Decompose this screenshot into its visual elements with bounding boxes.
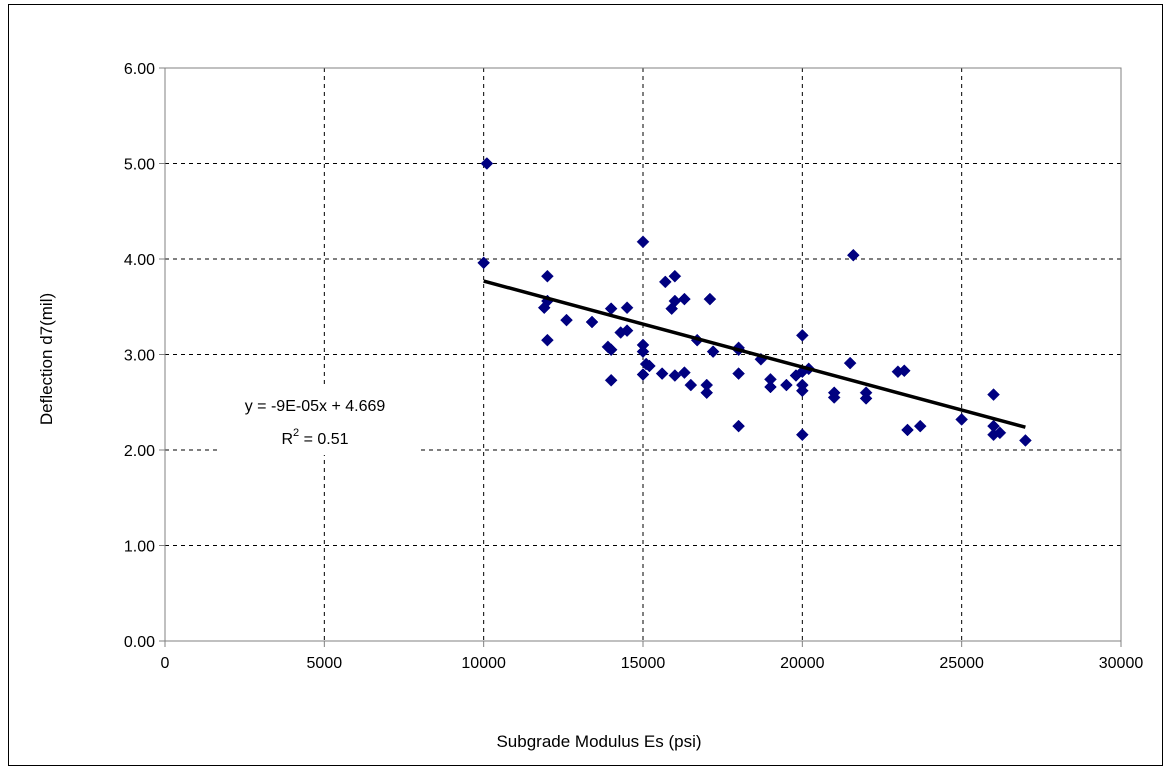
data-point	[780, 378, 793, 392]
data-point	[541, 333, 554, 347]
data-point	[993, 426, 1007, 440]
data-point	[795, 428, 809, 442]
y-tick-label: 1.00	[124, 539, 155, 556]
data-point	[846, 248, 860, 262]
data-point	[703, 292, 717, 306]
r-squared-superscript: 2	[293, 427, 299, 439]
data-point	[604, 373, 618, 387]
y-axis-label: Deflection d7(mil)	[37, 293, 56, 425]
data-point	[636, 345, 650, 358]
data-point	[620, 324, 634, 337]
data-point	[732, 367, 745, 380]
data-point	[477, 256, 491, 270]
x-tick-label: 5000	[307, 655, 343, 672]
data-point	[480, 157, 494, 170]
x-tick-label: 10000	[461, 655, 506, 672]
y-tick-label: 5.00	[124, 157, 155, 174]
data-point	[668, 369, 682, 382]
x-axis-label: Subgrade Modulus Es (psi)	[496, 732, 701, 751]
data-point	[560, 313, 573, 327]
x-tick-label: 25000	[939, 655, 984, 672]
x-tick-labels: 0 5000 10000 15000 20000 25000 30000	[161, 655, 1144, 672]
data-point	[897, 364, 911, 378]
data-point	[706, 345, 720, 358]
data-point	[585, 315, 599, 329]
data-point	[795, 329, 809, 342]
data-point	[620, 301, 634, 315]
y-tick-label: 0.00	[124, 634, 155, 651]
data-point	[658, 275, 672, 289]
data-point	[901, 423, 914, 437]
data-point	[678, 366, 691, 379]
data-point	[955, 413, 969, 426]
data-point	[859, 392, 873, 405]
data-point	[643, 359, 656, 373]
data-point	[678, 292, 691, 306]
r-squared-letter: R	[281, 431, 293, 448]
y-tick-label: 4.00	[124, 252, 155, 269]
data-point	[795, 384, 809, 398]
data-point	[636, 235, 650, 249]
data-point	[604, 343, 618, 357]
data-point	[541, 269, 554, 283]
data-point	[655, 367, 669, 380]
gridlines	[159, 67, 1122, 647]
trendline-r-squared: R2 = 0.51	[281, 427, 348, 448]
trendline-label: y = -9E-05x + 4.669 R2 = 0.51	[219, 385, 419, 455]
data-markers	[477, 157, 1032, 447]
data-point	[636, 368, 650, 381]
data-point	[843, 356, 857, 370]
data-point	[987, 388, 1000, 401]
data-point	[732, 419, 745, 433]
chart-frame: 0.00 1.00 2.00 3.00 4.00 5.00 6.00 0 5000 10000 1…	[8, 4, 1163, 766]
y-tick-label: 6.00	[124, 61, 155, 78]
y-tick-labels: 0.00 1.00 2.00 3.00 4.00 5.00 6.00	[124, 61, 155, 651]
scatter-chart: 0.00 1.00 2.00 3.00 4.00 5.00 6.00 0 5000 10000 1…	[37, 61, 1144, 751]
data-point	[684, 378, 698, 392]
plot-area-border	[164, 67, 1122, 642]
data-point	[827, 391, 841, 404]
data-point	[700, 386, 714, 400]
data-point	[668, 269, 682, 283]
x-tick-label: 30000	[1099, 655, 1144, 672]
x-tick-label: 20000	[780, 655, 825, 672]
data-point	[1019, 434, 1032, 447]
trendline-label-background	[219, 385, 419, 455]
data-point	[764, 380, 777, 394]
x-tick-label: 15000	[621, 655, 666, 672]
y-tick-label: 3.00	[124, 348, 155, 365]
r-squared-value: = 0.51	[299, 431, 348, 448]
data-point	[913, 419, 927, 433]
trendline	[483, 279, 1026, 429]
x-tick-label: 0	[161, 655, 170, 672]
y-tick-label: 2.00	[124, 443, 155, 460]
trendline-equation: y = -9E-05x + 4.669	[245, 398, 386, 415]
